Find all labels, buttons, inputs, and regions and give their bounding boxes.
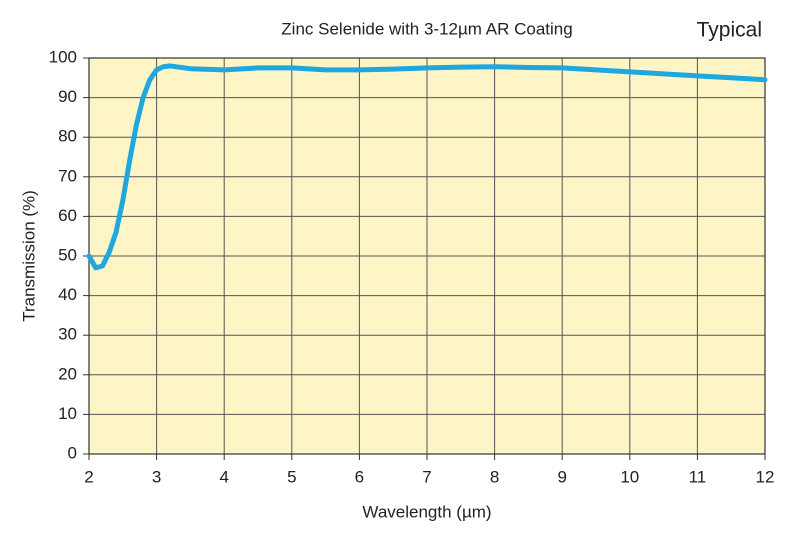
x-tick-label: 9 (557, 467, 566, 486)
x-tick-label: 5 (287, 467, 296, 486)
y-tick-label: 30 (58, 325, 77, 344)
y-tick-label: 100 (49, 47, 77, 66)
x-tick-label: 10 (620, 467, 639, 486)
y-tick-label: 60 (58, 206, 77, 225)
y-tick-label: 80 (58, 127, 77, 146)
x-tick-label: 7 (422, 467, 431, 486)
chart-title: Zinc Selenide with 3-12µm AR Coating (281, 19, 572, 38)
x-tick-label: 11 (689, 467, 707, 486)
y-tick-label: 0 (68, 443, 77, 462)
x-tick-label: 12 (756, 467, 775, 486)
x-tick-label: 3 (152, 467, 161, 486)
x-axis-label: Wavelength (µm) (362, 502, 491, 521)
y-axis-label: Transmission (%) (19, 190, 38, 322)
x-tick-label: 6 (355, 467, 364, 486)
x-tick-label: 2 (84, 467, 93, 486)
y-tick-label: 10 (58, 404, 77, 423)
y-tick-label: 40 (58, 285, 77, 304)
data-line (86, 63, 768, 271)
x-tick-label: 8 (490, 467, 499, 486)
y-tick-label: 70 (58, 166, 77, 185)
annotation: Typical (697, 19, 762, 42)
x-tick-label: 4 (219, 467, 228, 486)
y-tick-label: 50 (58, 245, 77, 264)
y-tick-label: 90 (58, 87, 77, 106)
y-tick-label: 20 (58, 364, 77, 383)
